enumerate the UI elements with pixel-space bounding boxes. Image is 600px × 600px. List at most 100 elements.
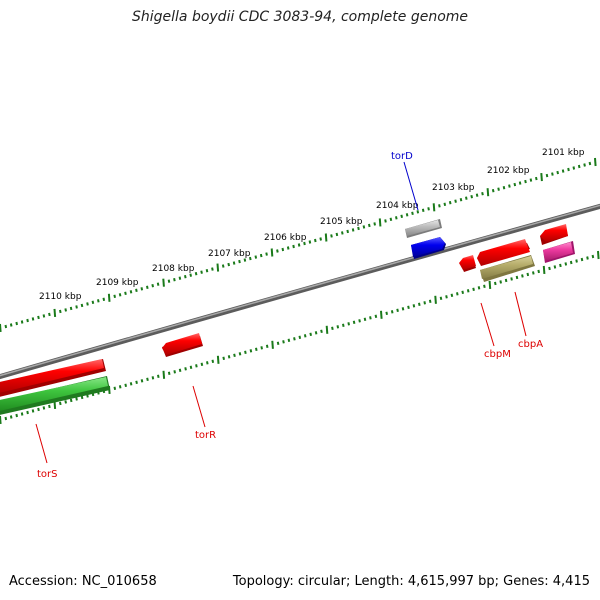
minor-tick (553, 265, 557, 269)
minor-tick (281, 247, 285, 252)
minor-tick (195, 364, 198, 368)
major-tick (432, 203, 436, 212)
minor-tick (167, 279, 171, 283)
feature-arrow[interactable] (405, 219, 442, 238)
minor-tick (405, 213, 409, 217)
minor-tick (276, 341, 280, 345)
minor-tick (135, 380, 138, 384)
scale-label-2110: 2110 kbp (39, 292, 82, 302)
minor-tick (575, 259, 578, 263)
feature-arrow[interactable] (543, 241, 575, 263)
minor-tick (551, 172, 554, 176)
minor-tick (368, 223, 371, 228)
minor-tick (445, 295, 448, 299)
minor-tick (335, 232, 339, 237)
minor-tick (211, 359, 215, 363)
gene-label-cbpA[interactable]: cbpA (518, 339, 543, 350)
feature-arrow[interactable] (459, 255, 476, 272)
minor-tick (342, 323, 345, 327)
major-tick (380, 310, 383, 319)
minor-tick (287, 338, 291, 342)
feature-arrow[interactable] (480, 255, 535, 282)
minor-tick (308, 240, 312, 244)
minor-tick (37, 315, 40, 320)
minor-tick (564, 262, 568, 266)
label-connector (192, 385, 206, 428)
minor-tick (529, 178, 533, 182)
minor-tick (48, 312, 51, 317)
minor-tick (497, 187, 500, 191)
minor-tick (200, 270, 203, 274)
major-tick (270, 248, 274, 257)
minor-tick (151, 376, 155, 380)
gene-label-torR[interactable]: torR (195, 430, 216, 441)
minor-tick (561, 169, 565, 173)
major-tick (0, 323, 2, 333)
feature-arrow[interactable] (0, 376, 110, 416)
major-tick (216, 263, 220, 272)
minor-tick (260, 346, 263, 350)
minor-tick (508, 184, 511, 188)
accession-text: Accession: NC_010658 (9, 574, 157, 589)
minor-tick (69, 398, 73, 403)
scale-label-2105: 2105 kbp (320, 217, 363, 227)
minor-tick (26, 410, 29, 415)
feature-arrow[interactable] (0, 359, 106, 398)
minor-tick (64, 400, 67, 404)
minor-tick (407, 305, 410, 309)
minor-tick (510, 277, 513, 281)
minor-tick (532, 271, 535, 275)
minor-tick (363, 317, 367, 321)
minor-tick (9, 415, 13, 419)
minor-tick (309, 332, 312, 336)
outer-scale-ticks (0, 157, 597, 333)
minor-tick (357, 226, 360, 231)
label-connector (480, 302, 495, 347)
minor-tick (524, 179, 527, 184)
minor-tick (477, 286, 481, 290)
scale-label-2103: 2103 kbp (432, 183, 475, 193)
minor-tick (439, 296, 443, 300)
minor-tick (140, 379, 144, 383)
minor-tick (548, 266, 551, 271)
label-connector (514, 291, 527, 337)
minor-tick (418, 302, 421, 306)
minor-tick (59, 309, 62, 314)
gene-label-torD[interactable]: torD (391, 151, 413, 162)
minor-tick (559, 263, 562, 268)
feature-arrow[interactable] (162, 333, 203, 357)
minor-tick (389, 217, 393, 221)
gene-label-torS[interactable]: torS (37, 469, 58, 480)
minor-tick (314, 331, 318, 335)
minor-tick (31, 409, 35, 413)
minor-tick (347, 322, 350, 326)
feature-arrow[interactable] (540, 224, 568, 245)
minor-tick (494, 281, 497, 286)
minor-tick (331, 326, 334, 330)
map-title: Shigella boydii CDC 3083-94, complete ge… (131, 9, 469, 25)
minor-tick (456, 292, 459, 296)
gene-label-cbpM[interactable]: cbpM (484, 349, 511, 360)
minor-tick (470, 195, 473, 199)
major-tick (486, 188, 490, 197)
feature-arrow[interactable] (411, 237, 446, 259)
minor-tick (586, 256, 589, 260)
minor-tick (583, 163, 586, 167)
major-tick (0, 415, 2, 425)
minor-tick (569, 260, 573, 265)
major-tick (162, 278, 165, 287)
minor-tick (205, 269, 209, 273)
minor-tick (412, 304, 416, 308)
minor-tick (42, 314, 46, 318)
major-tick (378, 218, 382, 227)
minor-tick (319, 237, 322, 241)
minor-tick (577, 164, 581, 169)
minor-tick (396, 308, 399, 312)
minor-tick (580, 257, 584, 262)
minor-tick (254, 255, 258, 259)
minor-tick (135, 288, 138, 292)
minor-tick (303, 241, 306, 246)
feature-arrow[interactable] (477, 239, 530, 266)
minor-tick (232, 261, 236, 265)
